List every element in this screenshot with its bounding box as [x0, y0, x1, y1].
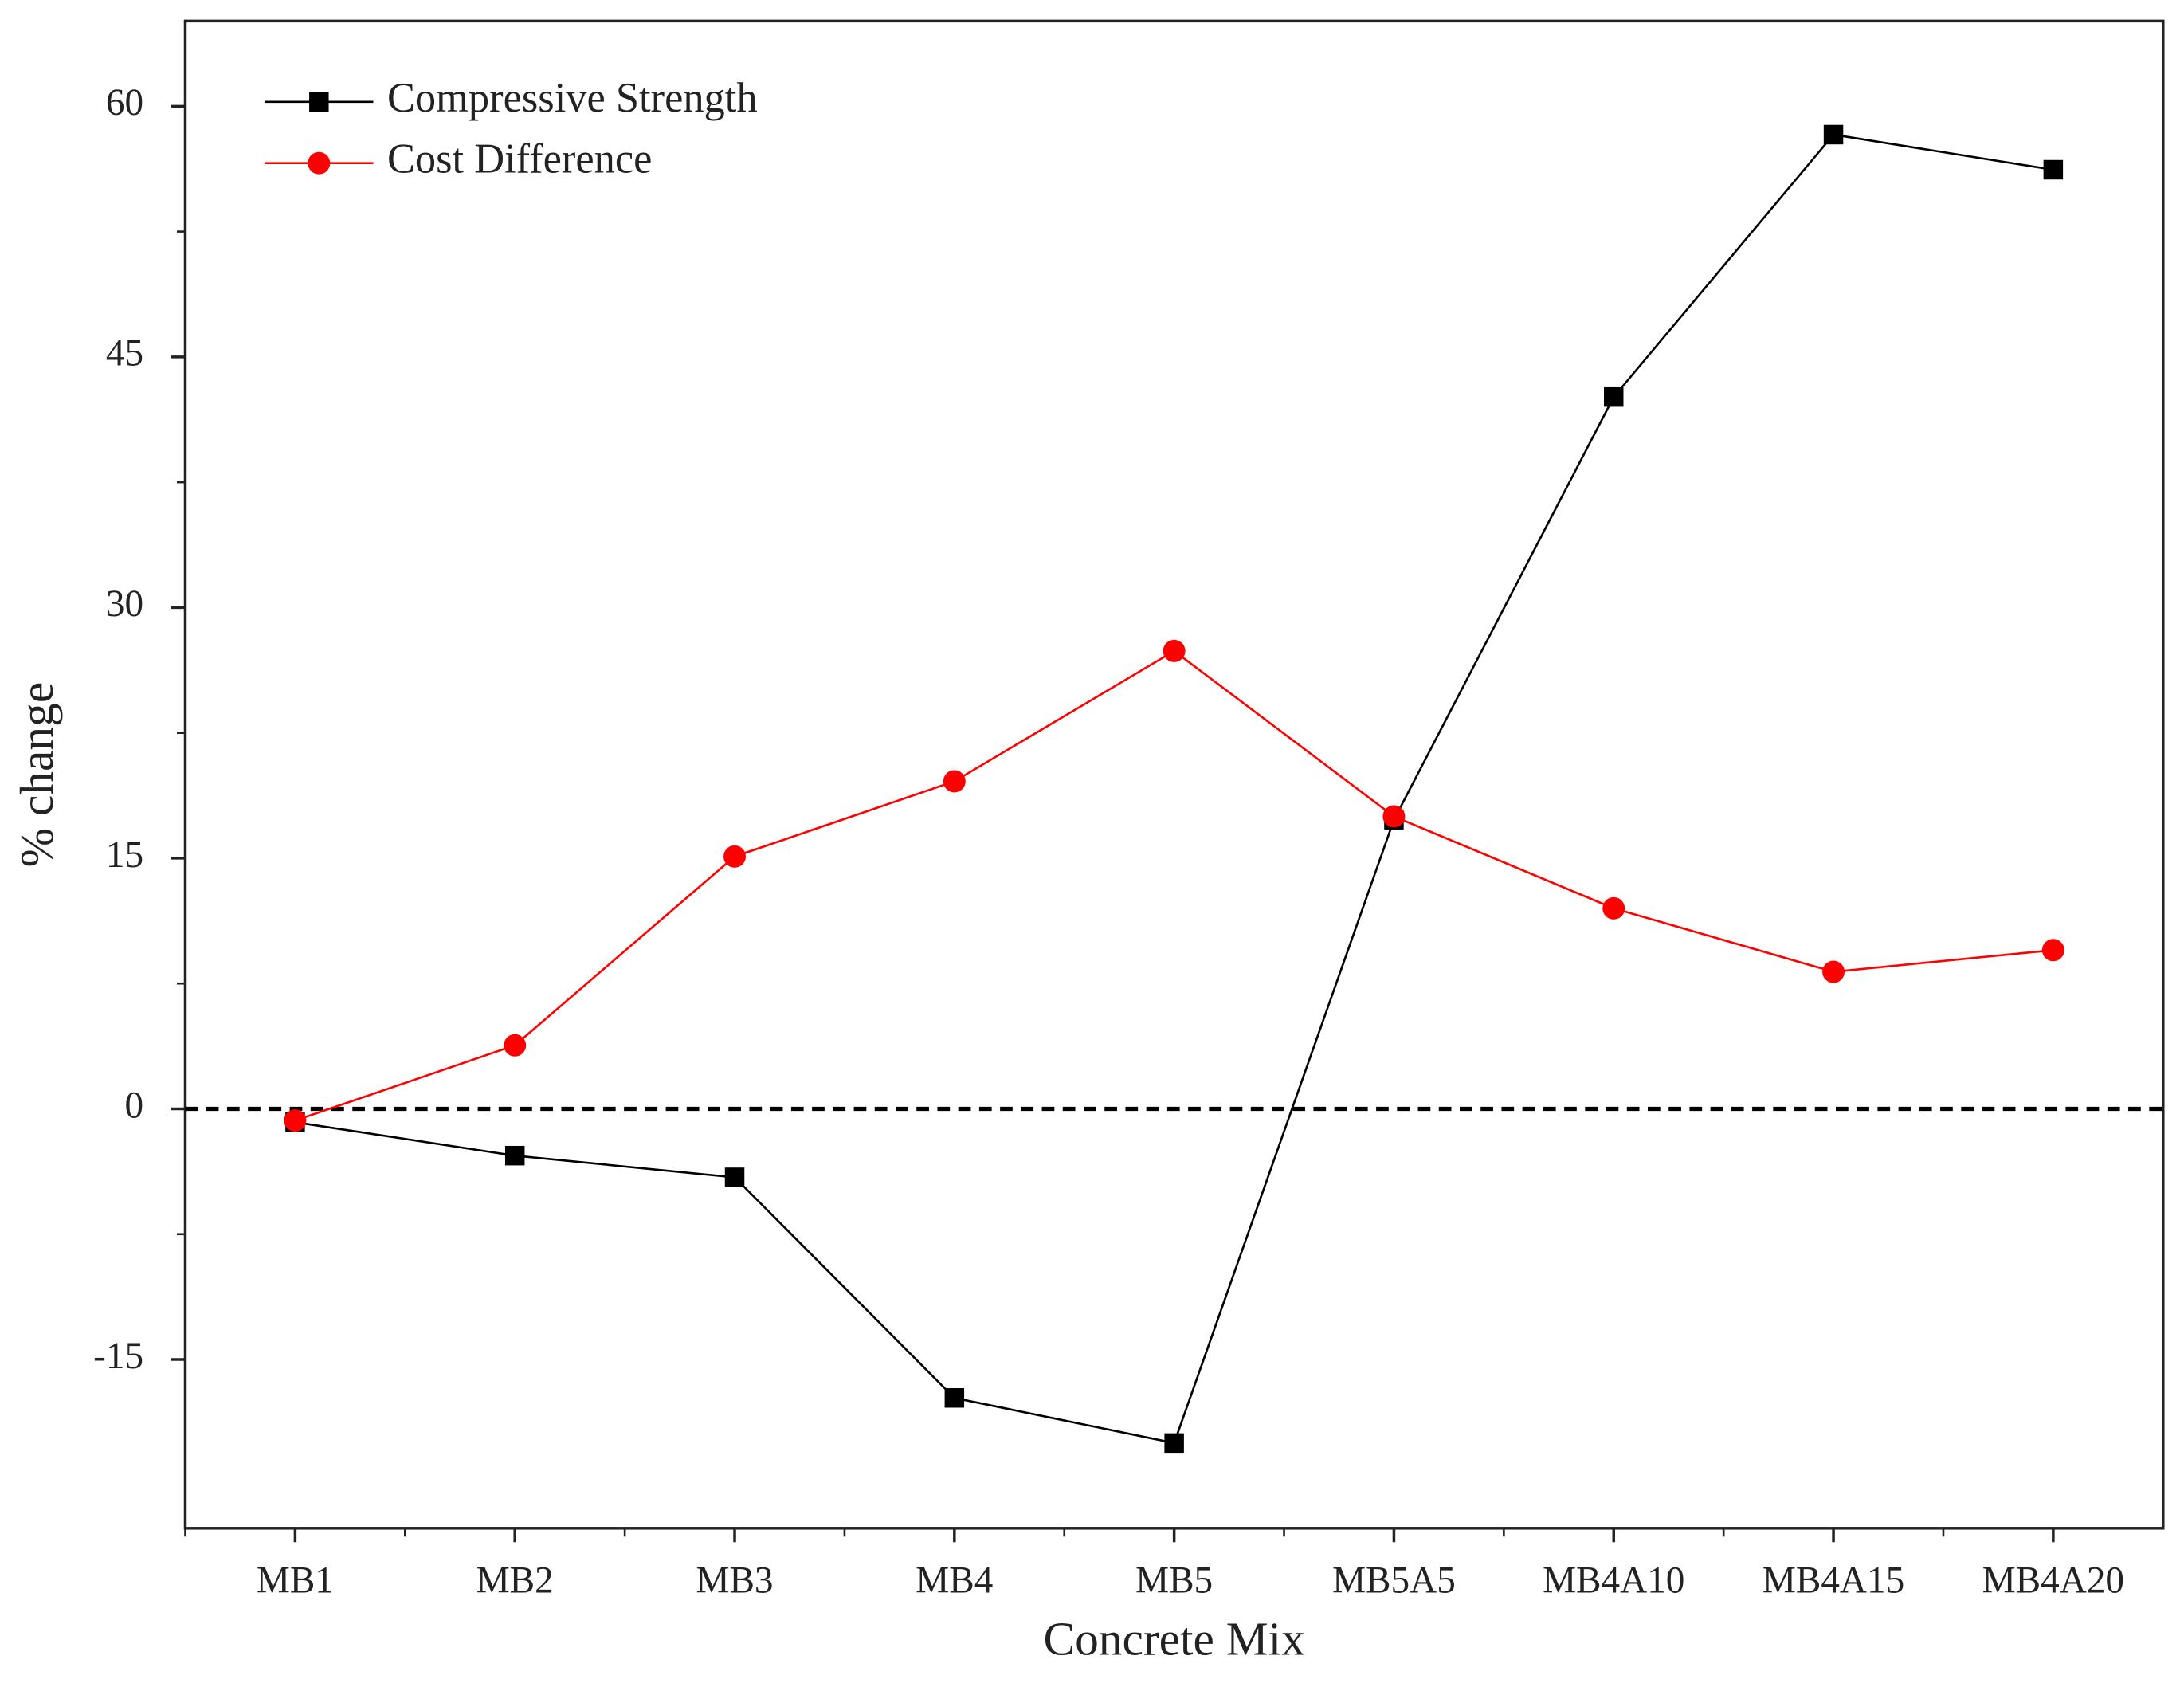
y-tick-label: 0	[124, 1085, 143, 1126]
plot-frame	[183, 19, 2165, 1530]
marker	[1382, 805, 1406, 828]
marker	[309, 92, 329, 112]
y-axis-title: % change	[10, 682, 63, 868]
x-tick-label: MB5A5	[1332, 1560, 1456, 1602]
series-line	[295, 133, 2054, 1445]
y-tick-label: 15	[106, 834, 143, 876]
y-tick-label: 45	[106, 333, 143, 375]
y-tick-label: 60	[106, 82, 143, 124]
x-tick-label: MB4A20	[1982, 1560, 2124, 1602]
marker	[504, 1034, 527, 1057]
marker	[944, 1388, 965, 1408]
x-tick-label: MB1	[257, 1560, 334, 1602]
x-tick-label: MB2	[476, 1560, 554, 1602]
marker	[1823, 124, 1844, 145]
x-tick-label: MB3	[696, 1560, 774, 1602]
x-tick-label: MB4A10	[1543, 1560, 1684, 1602]
x-axis-title: Concrete Mix	[1043, 1613, 1304, 1665]
marker	[2043, 159, 2064, 180]
marker	[504, 1145, 525, 1166]
x-tick-label: MB4A15	[1762, 1560, 1904, 1602]
marker	[284, 1109, 307, 1132]
marker	[1604, 386, 1624, 407]
marker	[723, 845, 747, 868]
legend-label: Compressive Strength	[387, 75, 758, 121]
series-line	[294, 649, 2054, 1122]
legend-label: Cost Difference	[387, 136, 652, 182]
marker	[943, 770, 966, 793]
marker	[724, 1167, 745, 1187]
marker	[1602, 896, 1625, 920]
y-tick-label: 30	[106, 583, 143, 625]
x-tick-label: MB4	[916, 1560, 993, 1602]
marker	[308, 151, 331, 175]
marker	[2041, 939, 2064, 962]
x-tick-label: MB5	[1135, 1560, 1213, 1602]
marker	[1163, 639, 1186, 662]
marker	[1822, 960, 1845, 983]
y-tick-label: -15	[93, 1336, 143, 1377]
marker	[1164, 1433, 1184, 1454]
